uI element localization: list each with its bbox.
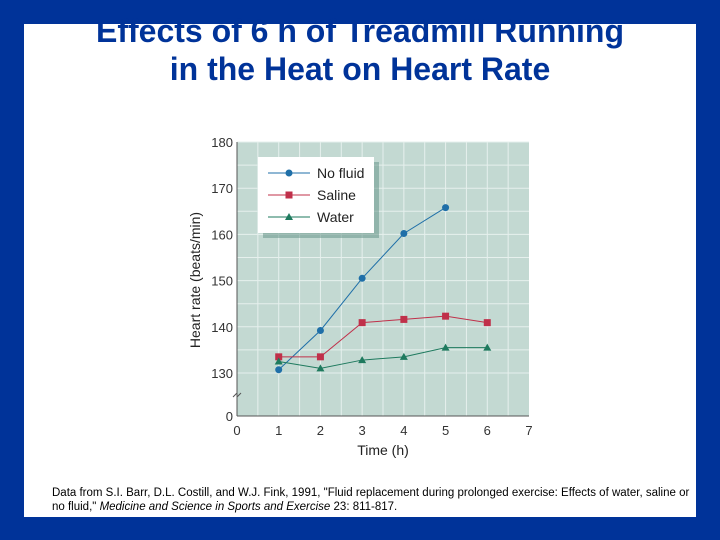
- x-tick-label: 2: [317, 423, 324, 438]
- y-tick-label: 170: [211, 181, 233, 196]
- series-line-saline: [278, 315, 488, 358]
- data-point: [358, 274, 366, 282]
- data-point: [442, 312, 450, 320]
- data-point: [400, 315, 408, 323]
- x-tick-label: 6: [484, 423, 491, 438]
- data-point: [275, 353, 283, 361]
- citation-journal: Medicine and Science in Sports and Exerc…: [99, 501, 331, 513]
- title-line-1: Effects of 6 h of Treadmill Running: [95, 13, 625, 49]
- data-point: [316, 364, 325, 372]
- legend-label: Saline: [317, 187, 356, 203]
- legend-label: No fluid: [317, 165, 364, 181]
- legend-marker: [285, 213, 293, 220]
- citation-end: 23: 811-817.: [330, 501, 398, 513]
- x-tick-label: 1: [275, 423, 282, 438]
- x-tick-label: 3: [359, 423, 366, 438]
- data-point: [316, 353, 324, 361]
- x-tick-label: 7: [525, 423, 532, 438]
- y-axis-label: Heart rate (beats/min): [187, 212, 203, 348]
- x-tick-label: 0: [233, 423, 240, 438]
- legend-marker: [285, 169, 293, 177]
- series-line-water: [278, 347, 488, 369]
- legend-label: Water: [317, 209, 354, 225]
- x-axis-label: Time (h): [357, 442, 409, 458]
- slide-title: Effects of 6 h of Treadmill Running in t…: [0, 12, 720, 88]
- x-tick-label: 4: [400, 423, 407, 438]
- data-point: [441, 343, 450, 351]
- data-point: [442, 204, 450, 212]
- data-point: [358, 319, 366, 327]
- data-point: [274, 357, 283, 365]
- data-point: [358, 356, 367, 364]
- y-tick-label: 180: [211, 135, 233, 150]
- data-point: [316, 326, 324, 334]
- y-tick-label: 160: [211, 227, 233, 242]
- y-tick-label: 130: [211, 366, 233, 381]
- data-point: [400, 229, 408, 237]
- data-point: [399, 352, 408, 360]
- y-tick-label: 0: [226, 409, 233, 424]
- y-tick-label: 150: [211, 274, 233, 289]
- x-tick-label: 5: [442, 423, 449, 438]
- data-point: [275, 366, 283, 374]
- axis-break-mark: [232, 391, 242, 399]
- title-line-2: in the Heat on Heart Rate: [169, 51, 551, 87]
- citation: Data from S.I. Barr, D.L. Costill, and W…: [52, 486, 692, 514]
- legend-marker: [285, 191, 293, 199]
- citation-text: Data from S.I. Barr, D.L. Costill, and W…: [52, 487, 690, 513]
- data-point: [483, 319, 491, 327]
- data-point: [483, 343, 492, 351]
- y-tick-label: 140: [211, 320, 233, 335]
